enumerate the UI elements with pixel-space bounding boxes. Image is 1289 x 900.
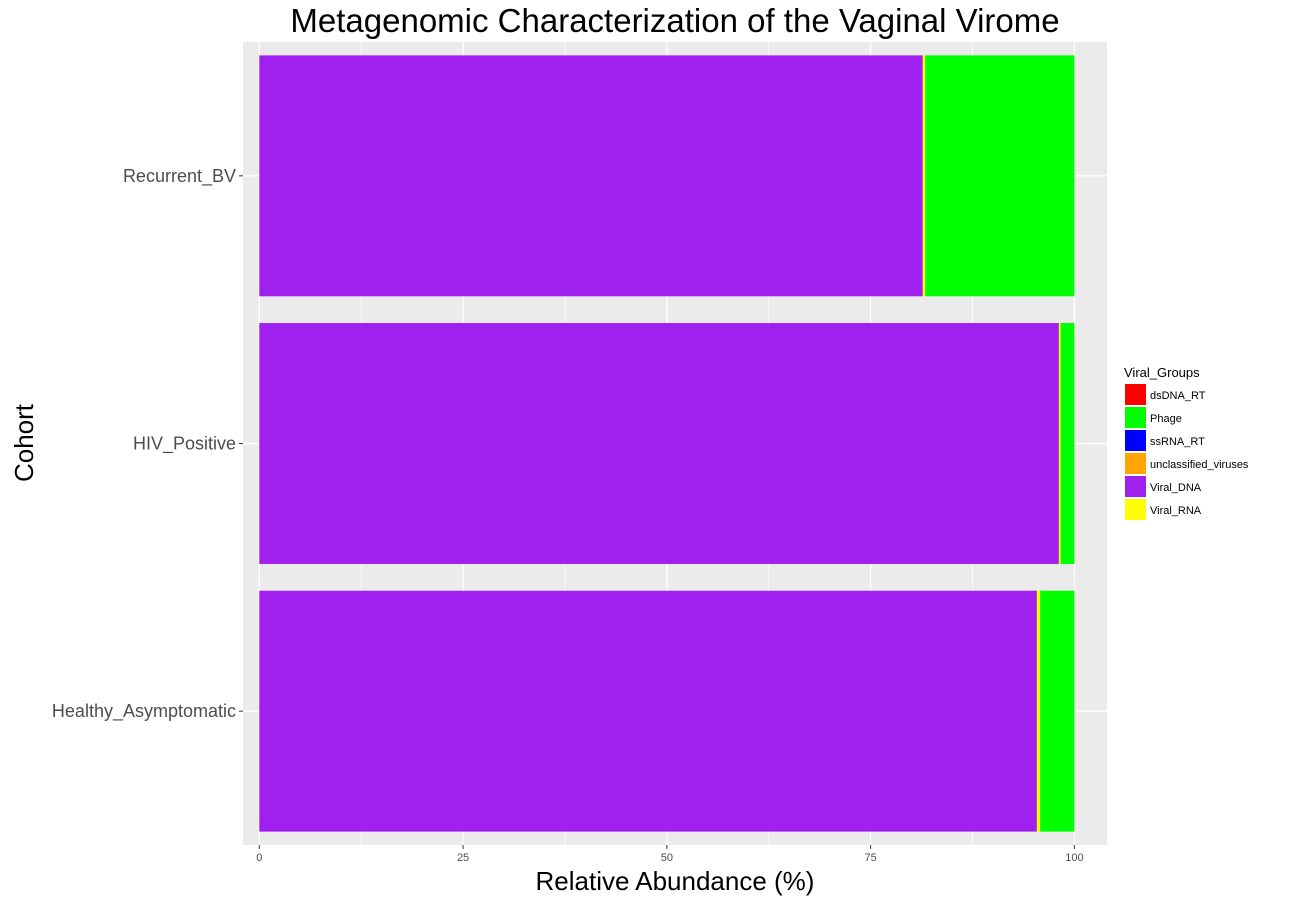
bar-HIV_Positive-Viral_DNA	[259, 323, 1059, 564]
bar-HIV_Positive-Phage	[1060, 323, 1075, 564]
legend-label-Phage: Phage	[1150, 413, 1182, 425]
bar-Recurrent_BV-Viral_RNA	[922, 55, 926, 297]
y-tick-label-HIV_Positive: HIV_Positive	[133, 434, 236, 455]
bar-Healthy_Asymptomatic-Phage	[1040, 590, 1075, 832]
legend-swatch-unclassified_viruses	[1125, 453, 1146, 474]
legend-swatch-Phage	[1125, 407, 1146, 428]
legend-label-ssRNA_RT: ssRNA_RT	[1150, 436, 1205, 448]
legend-label-Viral_RNA: Viral_RNA	[1150, 505, 1202, 517]
y-axis: Recurrent_BV HIV_Positive Healthy_Asymptom…	[52, 166, 243, 722]
bar-HIV_Positive-Viral_RNA	[1058, 323, 1061, 564]
bars	[259, 55, 1075, 832]
legend-label-Viral_DNA: Viral_DNA	[1150, 482, 1202, 494]
chart-title: Metagenomic Characterization of the Vagi…	[290, 2, 1059, 39]
y-tick-label-Healthy_Asymptomatic: Healthy_Asymptomatic	[52, 701, 236, 722]
x-tick-label: 0	[256, 852, 262, 864]
legend: Viral_Groups dsDNA_RT Phage ssRNA_RTunclas…	[1124, 365, 1249, 520]
x-tick-label: 25	[457, 852, 469, 864]
legend-label-dsDNA_RT: dsDNA_RT	[1150, 390, 1206, 402]
y-tick-label-Recurrent_BV: Recurrent_BV	[123, 166, 236, 187]
legend-title: Viral_Groups	[1124, 365, 1200, 380]
legend-swatch-dsDNA_RT	[1125, 384, 1146, 405]
legend-swatch-Viral_DNA	[1125, 476, 1146, 497]
bar-Recurrent_BV-Viral_DNA	[259, 55, 923, 297]
y-axis-label: Cohort	[9, 403, 39, 482]
bar-Healthy_Asymptomatic-Viral_RNA	[1036, 590, 1041, 832]
x-tick-label: 100	[1065, 852, 1083, 864]
x-tick-label: 50	[661, 852, 673, 864]
bar-Recurrent_BV-Phage	[925, 55, 1075, 297]
legend-swatch-Viral_RNA	[1125, 499, 1146, 520]
x-axis: 0 25 50 75 100	[256, 845, 1084, 864]
bar-Healthy_Asymptomatic-Viral_DNA	[259, 590, 1037, 832]
x-tick-label: 75	[864, 852, 876, 864]
x-axis-label: Relative Abundance (%)	[536, 866, 815, 896]
legend-swatch-ssRNA_RT	[1125, 430, 1146, 451]
legend-label-unclassified_viruses: unclassified_viruses	[1150, 459, 1249, 471]
